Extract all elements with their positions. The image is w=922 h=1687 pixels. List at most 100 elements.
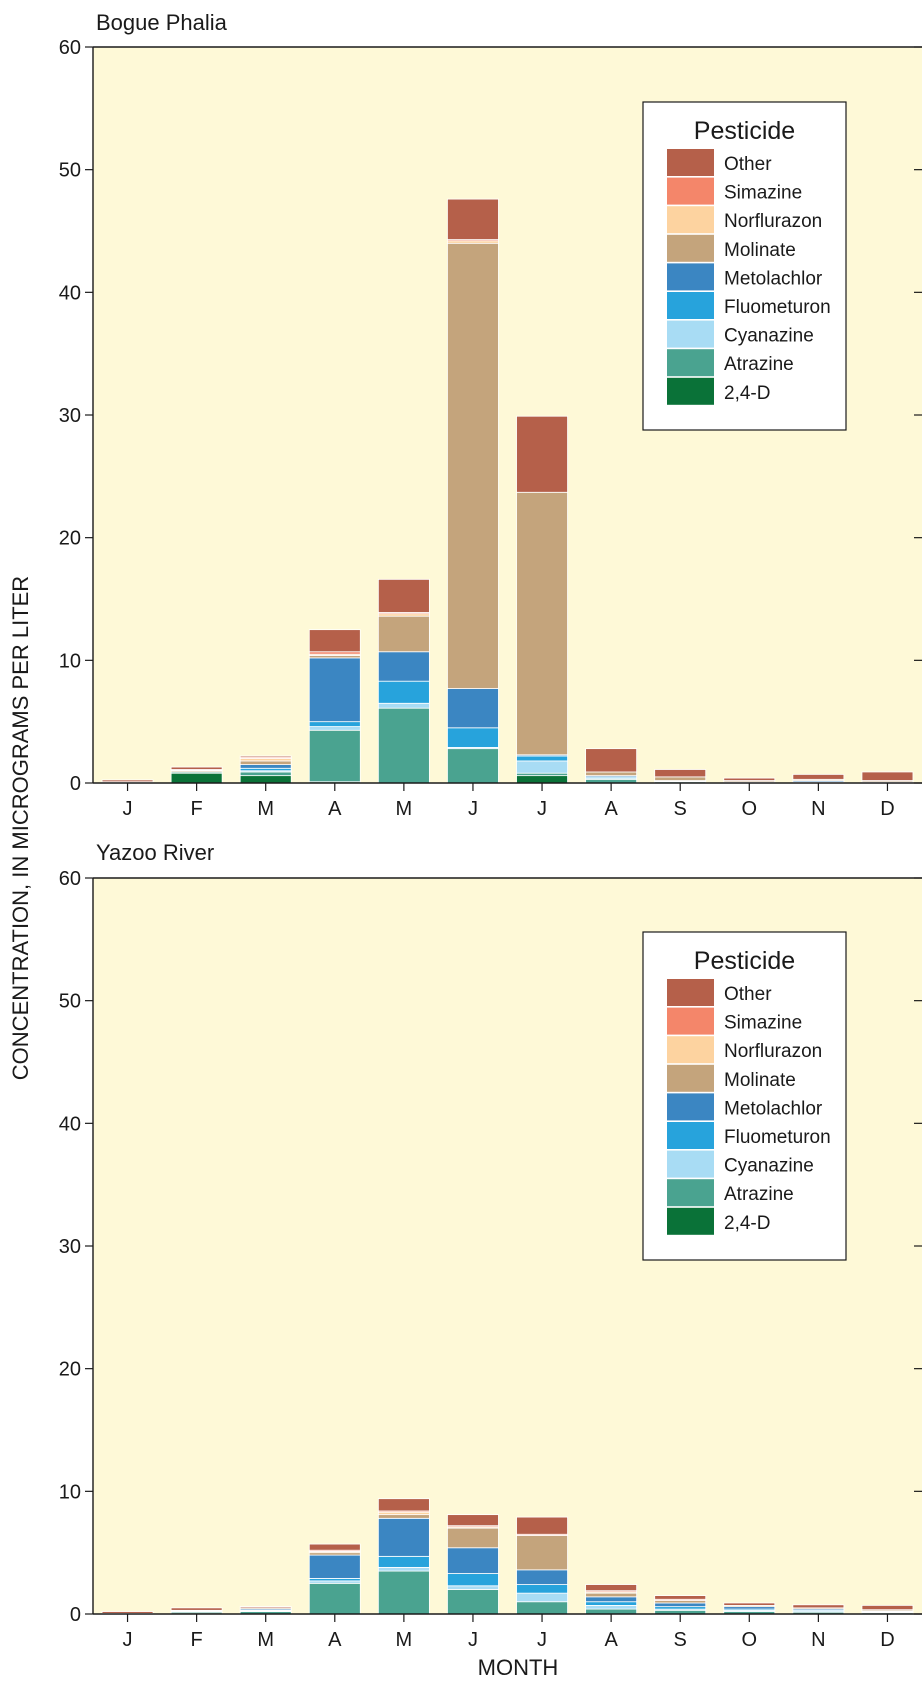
- legend-swatch-fluometuron: [667, 292, 714, 319]
- bar-segment-atrazine: [377, 1570, 430, 1615]
- bar-segment-molinate: [377, 1514, 430, 1519]
- y-tick-label: 0: [70, 773, 81, 795]
- y-tick-label: 50: [59, 160, 81, 182]
- y-tick-label: 30: [59, 405, 81, 427]
- legend-label: Other: [724, 984, 772, 1005]
- bar-segment-metolachlor: [377, 651, 430, 682]
- legend-title: Pesticide: [694, 117, 795, 145]
- bar-segment-molinate: [654, 776, 707, 781]
- bar-segment-cyanazine: [516, 1592, 568, 1603]
- bar-segment-metolachlor: [447, 688, 499, 729]
- bar-segment-other: [723, 1602, 776, 1606]
- x-tick-label: F: [191, 798, 203, 820]
- bar-segment-other: [101, 779, 154, 783]
- bar-segment-other: [170, 766, 223, 770]
- bar-segment-other: [377, 1498, 430, 1512]
- y-tick-label: 0: [70, 1604, 81, 1626]
- legend-swatch-norflurazon: [667, 206, 714, 234]
- x-tick-label: M: [396, 798, 413, 820]
- legend-swatch-cyanazine: [667, 1150, 714, 1178]
- legend-swatch-simazine: [667, 1007, 714, 1035]
- legend: Pesticide Other Simazine Norflurazon Molinat…: [642, 101, 847, 431]
- legend-label: Atrazine: [724, 1184, 794, 1205]
- bar-segment-2-4-d: [170, 772, 223, 784]
- bar-segment-2-4-d: [516, 775, 568, 784]
- bar-segment-other: [101, 1611, 154, 1614]
- legend-swatch-simazine: [667, 177, 714, 205]
- legend-swatch-other: [667, 979, 714, 1006]
- bar-segment-molinate: [377, 615, 430, 653]
- bar-segment-atrazine: [447, 1589, 499, 1615]
- legend-swatch-molinate: [667, 1064, 714, 1092]
- legend-label: Molinate: [724, 240, 796, 261]
- x-tick-label: D: [880, 1629, 894, 1651]
- bar-segment-fluometuron: [447, 1573, 499, 1587]
- legend-label: Other: [724, 154, 772, 175]
- x-tick-label: D: [880, 798, 894, 820]
- legend: Pesticide Other Simazine Norflurazon Molinat…: [642, 931, 847, 1261]
- bar-segment-fluometuron: [377, 1555, 430, 1568]
- bar-segment-metolachlor: [447, 1547, 499, 1574]
- legend-swatch-2-4-d: [667, 377, 714, 405]
- bar-segment-molinate: [447, 242, 499, 689]
- bar-segment-metolachlor: [308, 657, 361, 723]
- bar-segment-other: [792, 1604, 845, 1609]
- bar-segment-atrazine: [447, 748, 499, 784]
- bar-segment-atrazine: [585, 1608, 638, 1615]
- bar-segment-molinate: [585, 771, 638, 777]
- legend-label: Simazine: [724, 183, 802, 204]
- bar-segment-metolachlor: [239, 764, 292, 769]
- chart-title: Yazoo River: [96, 840, 214, 865]
- bar-segment-other: [792, 774, 845, 780]
- x-tick-label: J: [537, 1629, 547, 1651]
- x-tick-label: A: [328, 798, 342, 820]
- bar-segment-other: [239, 1606, 292, 1609]
- x-tick-label: O: [742, 1629, 758, 1651]
- bar-segment-other: [377, 578, 430, 613]
- y-tick-label: 20: [59, 528, 81, 550]
- legend-label: Cyanazine: [724, 1156, 814, 1177]
- y-tick-label: 60: [59, 37, 81, 59]
- y-tick-label: 40: [59, 1113, 81, 1135]
- legend-swatch-molinate: [667, 234, 714, 262]
- bar-segment-atrazine: [308, 1582, 361, 1615]
- x-tick-label: S: [674, 1629, 687, 1651]
- y-tick-label: 10: [59, 650, 81, 672]
- legend-swatch-other: [667, 149, 714, 176]
- bar-segment-metolachlor: [585, 1596, 638, 1603]
- bar-segment-fluometuron: [516, 1584, 568, 1594]
- legend-label: 2,4-D: [724, 383, 770, 404]
- x-tick-label: A: [604, 798, 618, 820]
- bar-segment-other: [861, 1605, 914, 1611]
- x-tick-label: J: [468, 798, 478, 820]
- bar-segment-2-4-d: [239, 775, 292, 784]
- legend-swatch-cyanazine: [667, 320, 714, 348]
- bar-segment-metolachlor: [654, 1602, 707, 1608]
- bar-segment-other: [723, 777, 776, 781]
- y-tick-label: 50: [59, 991, 81, 1013]
- bar-segment-fluometuron: [516, 755, 568, 762]
- legend-swatch-metolachlor: [667, 1093, 714, 1121]
- bar-segment-other: [654, 1595, 707, 1600]
- x-tick-label: J: [468, 1629, 478, 1651]
- x-tick-label: A: [328, 1629, 342, 1651]
- x-tick-label: J: [537, 798, 547, 820]
- bar-segment-cyanazine: [447, 1585, 499, 1590]
- bar-segment-cyanazine: [377, 702, 430, 709]
- bar-segment-other: [239, 755, 292, 758]
- legend-swatch-metolachlor: [667, 263, 714, 291]
- bar-segment-other: [447, 198, 499, 240]
- bar-segment-other: [170, 1607, 223, 1611]
- legend-swatch-norflurazon: [667, 1036, 714, 1064]
- x-tick-label: S: [674, 798, 687, 820]
- bar-segment-metolachlor: [377, 1517, 430, 1557]
- legend-label: Fluometuron: [724, 1127, 831, 1148]
- bar-segment-other: [447, 1514, 499, 1527]
- legend-label: Molinate: [724, 1070, 796, 1091]
- bar-segment-atrazine: [308, 729, 361, 783]
- bar-segment-atrazine: [239, 771, 292, 777]
- bar-segment-fluometuron: [308, 721, 361, 727]
- chart-panel-2: Yazoo River 0 10 20 30 40 50 60 J F M A M J J A S O N D Pest…: [59, 840, 922, 1651]
- bar-segment-other: [516, 1516, 568, 1535]
